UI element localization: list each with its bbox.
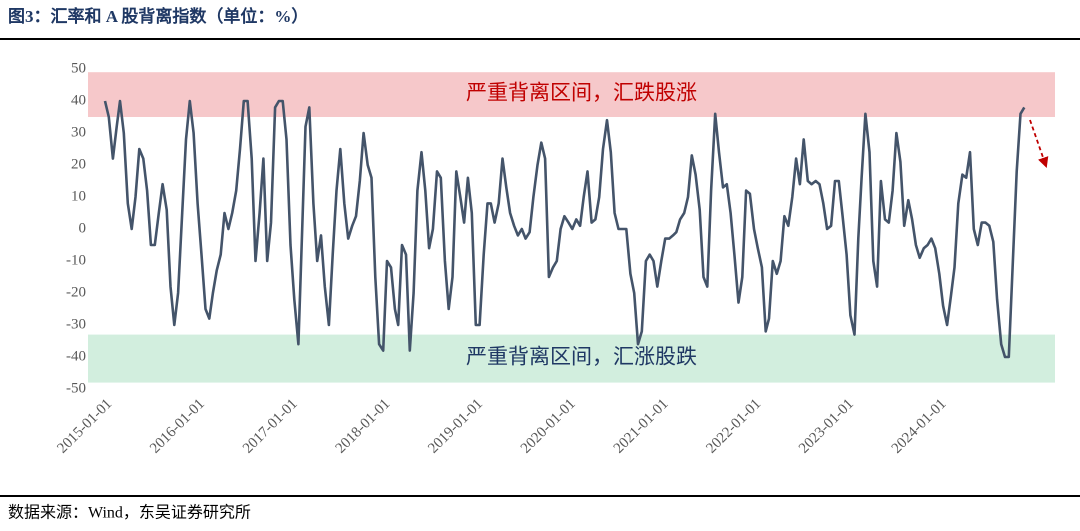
- x-tick-label: 2018-01-01: [333, 396, 394, 457]
- y-tick-label: 20: [71, 156, 86, 172]
- y-tick-label: -30: [66, 316, 86, 332]
- band-label: 严重背离区间，汇涨股跌: [466, 344, 697, 368]
- x-tick-label: 2022-01-01: [703, 396, 764, 457]
- band: [88, 334, 1055, 383]
- y-tick-label: 10: [71, 188, 86, 204]
- line-series: [103, 99, 1026, 359]
- x-tick-label: 2015-01-01: [54, 396, 115, 457]
- x-tick-label: 2017-01-01: [240, 396, 301, 457]
- y-tick-label: 50: [71, 60, 86, 76]
- chart-title: 图3：汇率和 A 股背离指数（单位：%）: [8, 6, 308, 26]
- x-tick-label: 2021-01-01: [611, 396, 672, 457]
- band-label: 严重背离区间，汇跌股涨: [466, 80, 697, 104]
- x-tick-label: 2020-01-01: [518, 396, 579, 457]
- y-tick-label: -40: [66, 348, 86, 364]
- y-tick-label: 40: [71, 92, 86, 108]
- x-tick-label: 2019-01-01: [425, 396, 486, 457]
- y-tick-label: -50: [66, 380, 86, 396]
- x-tick-label: 2016-01-01: [147, 396, 208, 457]
- x-tick-label: 2024-01-01: [889, 396, 950, 457]
- x-tick-label: 2023-01-01: [796, 396, 857, 457]
- y-tick-label: 0: [79, 220, 87, 236]
- trend-arrow: [1029, 119, 1049, 169]
- plot: -50 -40 -30 -20 -10 0 10 20 30 40 50 2015-01-01 2016…: [54, 60, 1026, 457]
- y-tick-label: 30: [71, 124, 86, 140]
- source-note: 数据来源：Wind，东吴证券研究所: [8, 504, 251, 522]
- y-tick-label: -20: [66, 284, 86, 300]
- y-tick-label: -10: [66, 252, 86, 268]
